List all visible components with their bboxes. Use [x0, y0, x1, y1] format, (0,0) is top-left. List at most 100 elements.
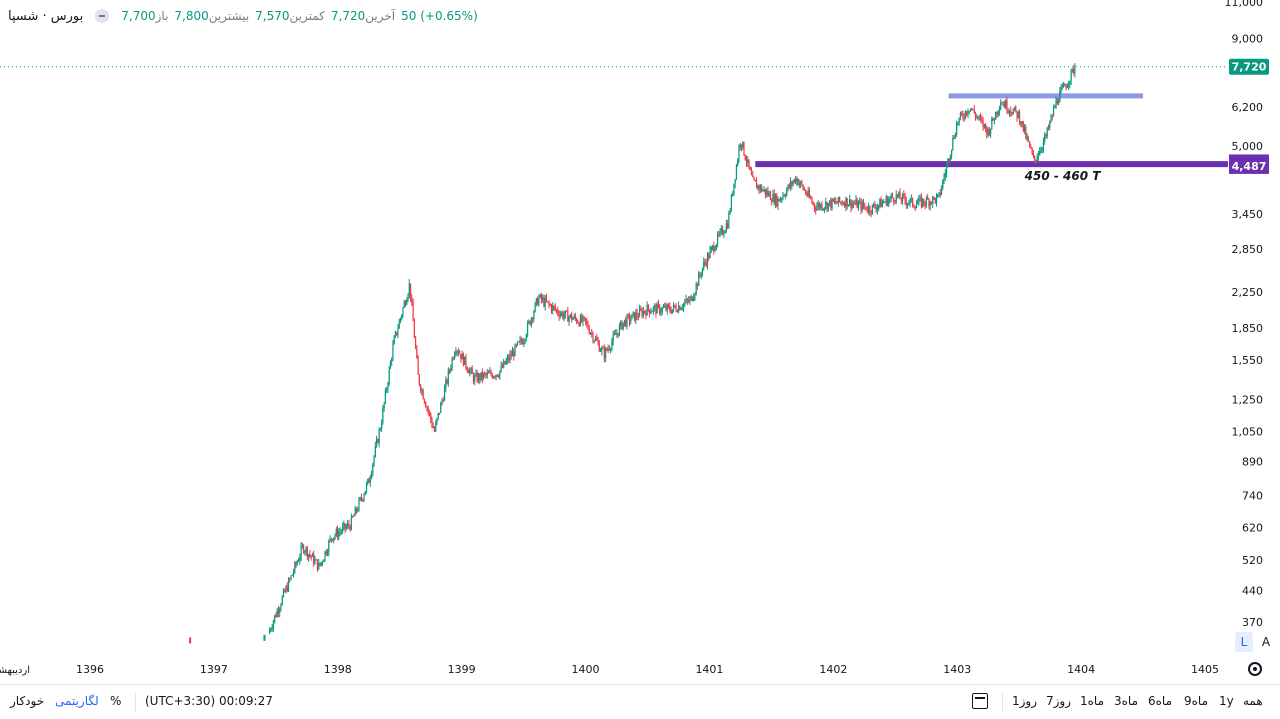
y-tick-label: 740 [1242, 489, 1263, 502]
range-7d[interactable]: 7روز [1046, 694, 1072, 708]
candle-body [724, 231, 726, 234]
candle-body [961, 112, 963, 115]
candle-body [974, 113, 977, 118]
candle-body [1039, 150, 1041, 156]
candle-body [373, 456, 375, 464]
y-tick-label: 11,000 [1225, 0, 1264, 9]
candle-body [270, 629, 272, 631]
candle-body [320, 562, 322, 566]
candle-body [589, 332, 592, 334]
candle-body [396, 331, 398, 335]
y-tick-label: 440 [1242, 584, 1263, 597]
range-9m[interactable]: 9ماه [1184, 694, 1209, 708]
candle-body [841, 202, 843, 205]
candle-body [737, 159, 739, 166]
percent-scale-toggle[interactable]: % [110, 694, 122, 708]
candle-body [710, 247, 712, 251]
timezone-clock[interactable]: (UTC+3:30) 00:09:27 [145, 694, 273, 708]
auto-scale-toggle[interactable]: خودکار [10, 694, 45, 708]
candle-body [915, 204, 917, 209]
candle-body [1073, 68, 1075, 74]
candle-body [846, 198, 848, 207]
candle-body [584, 317, 587, 322]
candle-body [988, 129, 990, 135]
collapse-legend-icon[interactable] [95, 9, 110, 23]
symbol-name[interactable]: بورس · شسپا [8, 8, 84, 24]
candle-body [762, 190, 764, 192]
candle-body [336, 529, 339, 538]
candle-body [1060, 87, 1062, 92]
candle-body [1064, 84, 1066, 87]
x-tick-label: 1399 [448, 663, 476, 676]
candle-body [881, 202, 884, 208]
gear-icon[interactable] [1248, 662, 1262, 676]
candle-body [940, 188, 943, 195]
candle-body [500, 365, 502, 371]
candle-body [338, 532, 340, 538]
candle-body [271, 628, 273, 630]
candle-body [1061, 86, 1063, 88]
candle-body [612, 334, 614, 342]
candle-body [622, 322, 624, 330]
log-scale-button[interactable]: L [1235, 632, 1253, 652]
candle-body [641, 310, 643, 317]
candle-body [330, 538, 332, 540]
range-1m[interactable]: 1ماه [1080, 694, 1105, 708]
candle-body [793, 179, 795, 182]
candle-body [896, 194, 899, 197]
candle-body [1059, 91, 1061, 103]
candle-body [998, 108, 1001, 112]
auto-scale-button[interactable]: A [1261, 635, 1271, 649]
candle-body [1031, 148, 1033, 154]
range-1y[interactable]: 1y [1219, 694, 1234, 708]
legend-high: 7,800بیشترین [174, 9, 250, 23]
candle-body [496, 374, 498, 377]
candle-body [937, 194, 939, 196]
calendar-icon[interactable] [972, 693, 988, 709]
candle-body [791, 181, 793, 185]
candle-body [934, 197, 936, 203]
candle-body [776, 194, 778, 207]
candle-body [714, 248, 716, 252]
candle-body [295, 562, 297, 565]
candle-body [870, 212, 872, 214]
x-tick-label: 1398 [324, 663, 352, 676]
candle-body [871, 204, 873, 214]
candle-body [796, 178, 798, 183]
candle-body [555, 309, 558, 311]
x-extra-label: اردیبهشت [0, 665, 30, 676]
candle-body [418, 374, 420, 386]
candle-body [777, 198, 779, 207]
candle-body [982, 120, 984, 128]
range-all[interactable]: همه [1243, 694, 1263, 708]
candle-body [952, 137, 954, 150]
candle-body [387, 383, 389, 390]
candle-body [679, 305, 681, 310]
range-6m[interactable]: 6ماه [1148, 694, 1173, 708]
candle-body [972, 109, 974, 111]
candle-body [825, 202, 827, 208]
candle-body [348, 523, 350, 527]
candle-body [1046, 127, 1048, 136]
range-1d[interactable]: 1روز [1012, 694, 1038, 708]
log-scale-toggle[interactable]: لگاریتمی [55, 694, 99, 708]
candle-body [973, 109, 975, 114]
candle-body [865, 206, 867, 210]
candle-body [503, 361, 505, 368]
candle-body [355, 507, 358, 512]
candle-body [801, 181, 803, 186]
candle-body [321, 561, 324, 563]
candle-body [1015, 106, 1017, 111]
range-3m[interactable]: 3ماه [1114, 694, 1139, 708]
x-tick-label: 1402 [819, 663, 847, 676]
candle-body [739, 144, 741, 148]
candle-body [576, 318, 578, 323]
candle-body [951, 149, 953, 156]
candle-body [943, 176, 945, 181]
candle-body [899, 192, 901, 199]
x-tick-label: 1403 [943, 663, 971, 676]
candle-body [425, 402, 427, 408]
candle-body [526, 322, 529, 335]
candle-body [932, 196, 934, 204]
